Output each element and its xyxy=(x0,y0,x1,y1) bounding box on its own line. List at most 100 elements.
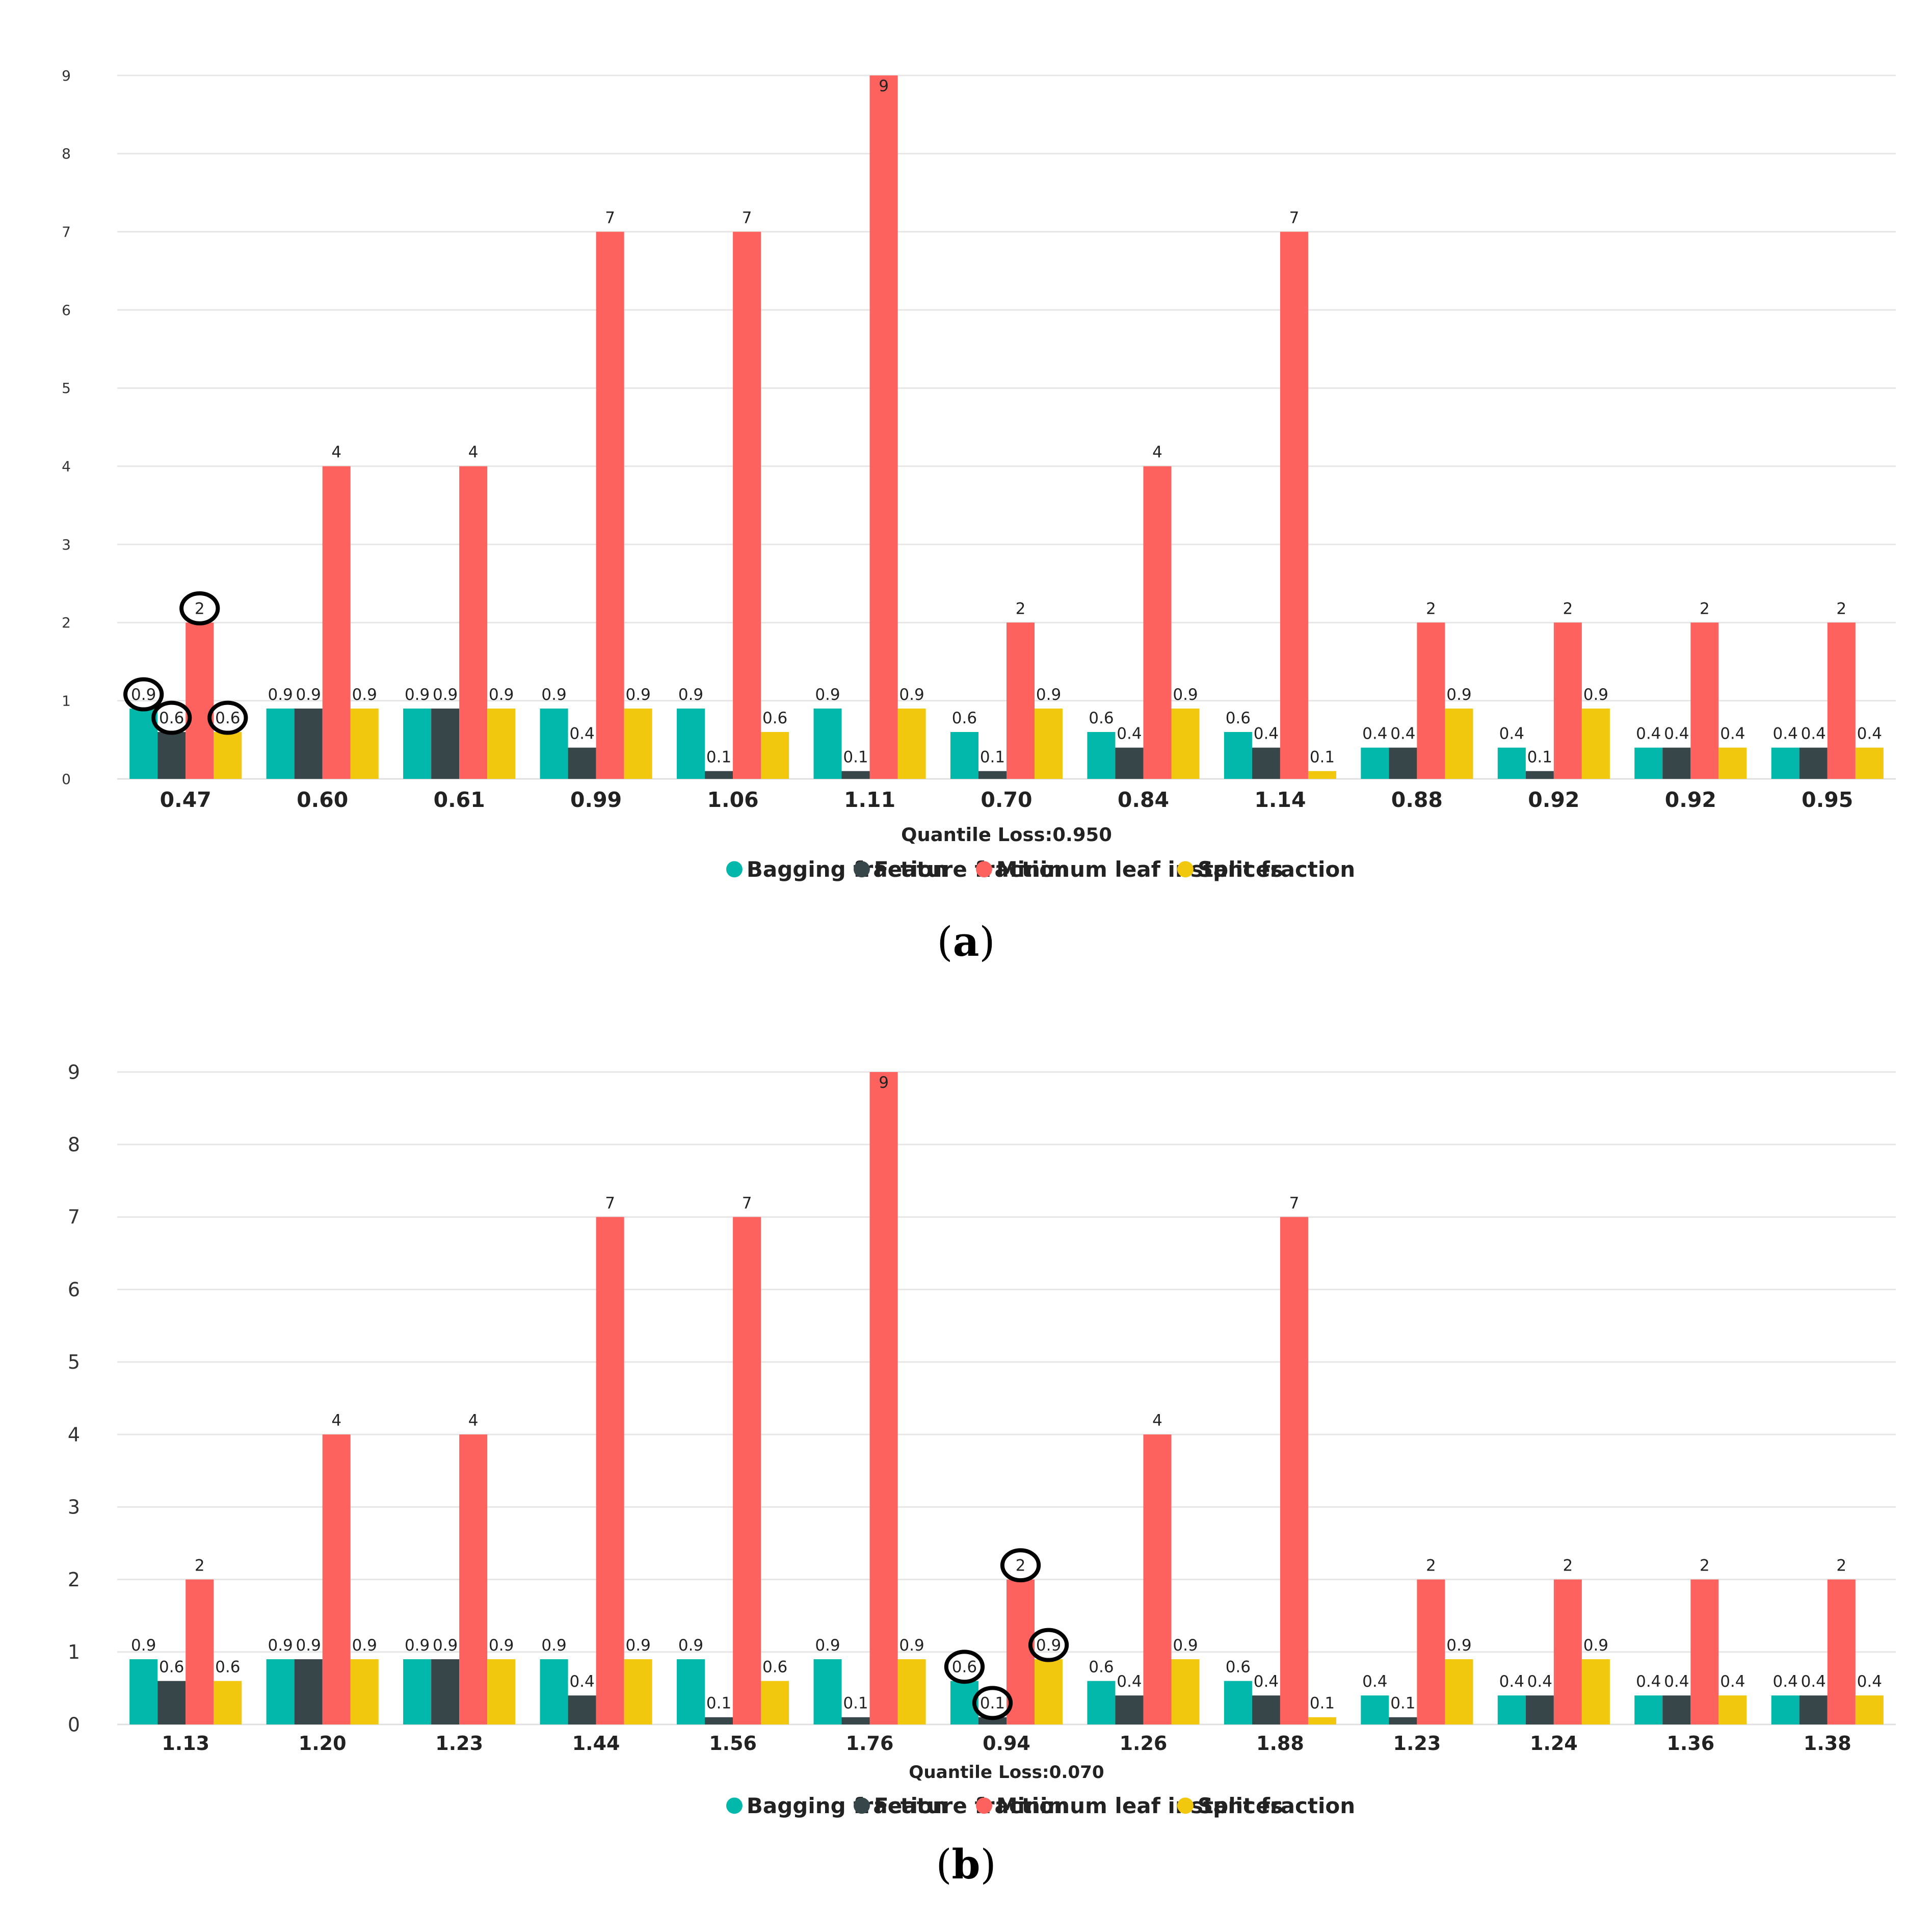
data-label: 0.1 xyxy=(843,1694,868,1713)
data-label: 0.6 xyxy=(159,709,184,727)
data-label: 0.9 xyxy=(131,686,156,704)
bar xyxy=(487,709,516,779)
bar xyxy=(1224,1681,1252,1724)
bar xyxy=(431,1659,460,1724)
data-label: 0.9 xyxy=(899,686,924,704)
bar xyxy=(1280,231,1308,779)
bar xyxy=(1827,622,1856,779)
y-tick-label: 2 xyxy=(62,614,71,631)
x-tick-label: 1.56 xyxy=(709,1732,757,1755)
bar xyxy=(1361,1695,1389,1724)
data-label: 0.4 xyxy=(1527,1672,1552,1691)
data-label: 0.4 xyxy=(1857,725,1882,743)
bar xyxy=(1007,622,1035,779)
data-label: 0.9 xyxy=(489,1636,514,1655)
bar xyxy=(1634,747,1663,779)
y-tick-label: 3 xyxy=(62,536,71,553)
x-tick-label: 1.44 xyxy=(572,1732,620,1755)
y-tick-label: 8 xyxy=(68,1134,80,1156)
data-label: 4 xyxy=(1152,443,1162,462)
bar xyxy=(841,771,870,779)
bar xyxy=(1361,747,1389,779)
data-label: 0.9 xyxy=(899,1636,924,1655)
bar xyxy=(677,709,705,779)
data-label: 0.9 xyxy=(433,1636,458,1655)
bar xyxy=(1525,1695,1554,1724)
data-label: 0.9 xyxy=(541,686,566,704)
data-label: 9 xyxy=(879,1074,889,1092)
bar xyxy=(705,1717,733,1724)
data-label: 7 xyxy=(1289,209,1300,227)
data-label: 0.9 xyxy=(1173,1636,1198,1655)
legend-label: Minimum leaf instances xyxy=(996,857,1283,882)
x-tick-label: 0.95 xyxy=(1802,788,1853,812)
data-label: 0.9 xyxy=(626,686,651,704)
bar xyxy=(157,732,186,779)
data-label: 0.4 xyxy=(1636,1672,1661,1691)
y-tick-label: 4 xyxy=(62,458,71,475)
caption-b: (b) xyxy=(936,1840,996,1888)
legend-marker xyxy=(976,861,992,878)
bar xyxy=(624,709,652,779)
data-label: 0.1 xyxy=(980,1694,1005,1713)
y-tick-label: 1 xyxy=(62,692,71,709)
bar xyxy=(1771,747,1799,779)
bar xyxy=(978,771,1007,779)
data-label: 0.4 xyxy=(1720,1672,1745,1691)
bar xyxy=(1115,1695,1144,1724)
bar xyxy=(1799,1695,1828,1724)
bar xyxy=(350,1659,379,1724)
bar xyxy=(1634,1695,1663,1724)
data-label: 0.6 xyxy=(1089,1658,1114,1677)
bar xyxy=(1553,1579,1582,1724)
legend-label: Bagging fraction xyxy=(747,857,948,882)
bar xyxy=(1525,771,1554,779)
bar xyxy=(1718,747,1747,779)
bar xyxy=(1445,1659,1473,1724)
legend-marker xyxy=(976,1797,992,1814)
bar xyxy=(1718,1695,1747,1724)
y-tick-label: 0 xyxy=(68,1713,80,1736)
bar xyxy=(1252,1695,1280,1724)
legend-label: Split fraction xyxy=(1198,1793,1355,1818)
data-label: 0.9 xyxy=(678,686,703,704)
bar xyxy=(1115,747,1144,779)
bar xyxy=(1662,1695,1691,1724)
data-label: 0.6 xyxy=(762,1658,787,1677)
data-label: 7 xyxy=(742,209,752,227)
legend-marker xyxy=(1177,861,1194,878)
legend-marker xyxy=(726,861,743,878)
data-label: 0.9 xyxy=(1583,686,1608,704)
bar xyxy=(431,709,460,779)
data-label: 4 xyxy=(468,1411,479,1430)
data-label: 0.9 xyxy=(1173,686,1198,704)
bar xyxy=(1497,747,1526,779)
bar xyxy=(186,622,214,779)
data-label: 0.4 xyxy=(1254,725,1279,743)
data-label: 7 xyxy=(605,209,615,227)
data-label: 0.4 xyxy=(569,725,594,743)
chart-panel-b: 0 1 2 3 4 5 6 7 8 9 0.9 0.6 2 0.6 1.13 0.9 0.9 4 0.9 1.20 0.… xyxy=(0,999,1932,1909)
bar xyxy=(1252,747,1280,779)
data-label: 0.4 xyxy=(1499,1672,1524,1691)
caption-a: (a) xyxy=(937,918,995,965)
y-tick-label: 7 xyxy=(68,1206,80,1228)
data-label: 0.4 xyxy=(1254,1672,1279,1691)
data-label: 0.9 xyxy=(131,1636,156,1655)
bar xyxy=(705,771,733,779)
legend-label: Bagging fraction xyxy=(747,1793,948,1818)
data-label: 2 xyxy=(1700,1557,1710,1575)
bar xyxy=(1224,732,1252,779)
bar xyxy=(1308,771,1336,779)
data-label: 0.4 xyxy=(1773,725,1798,743)
bar xyxy=(1171,709,1200,779)
bar xyxy=(214,1681,242,1724)
data-label: 0.6 xyxy=(952,709,977,727)
legend-label: Split fraction xyxy=(1198,857,1355,882)
data-label: 0.6 xyxy=(215,709,240,727)
data-label: 0.1 xyxy=(1527,748,1552,767)
data-label: 0.9 xyxy=(678,1636,703,1655)
bar xyxy=(1389,1717,1417,1724)
data-label: 0.6 xyxy=(762,709,787,727)
bar xyxy=(1087,1681,1116,1724)
